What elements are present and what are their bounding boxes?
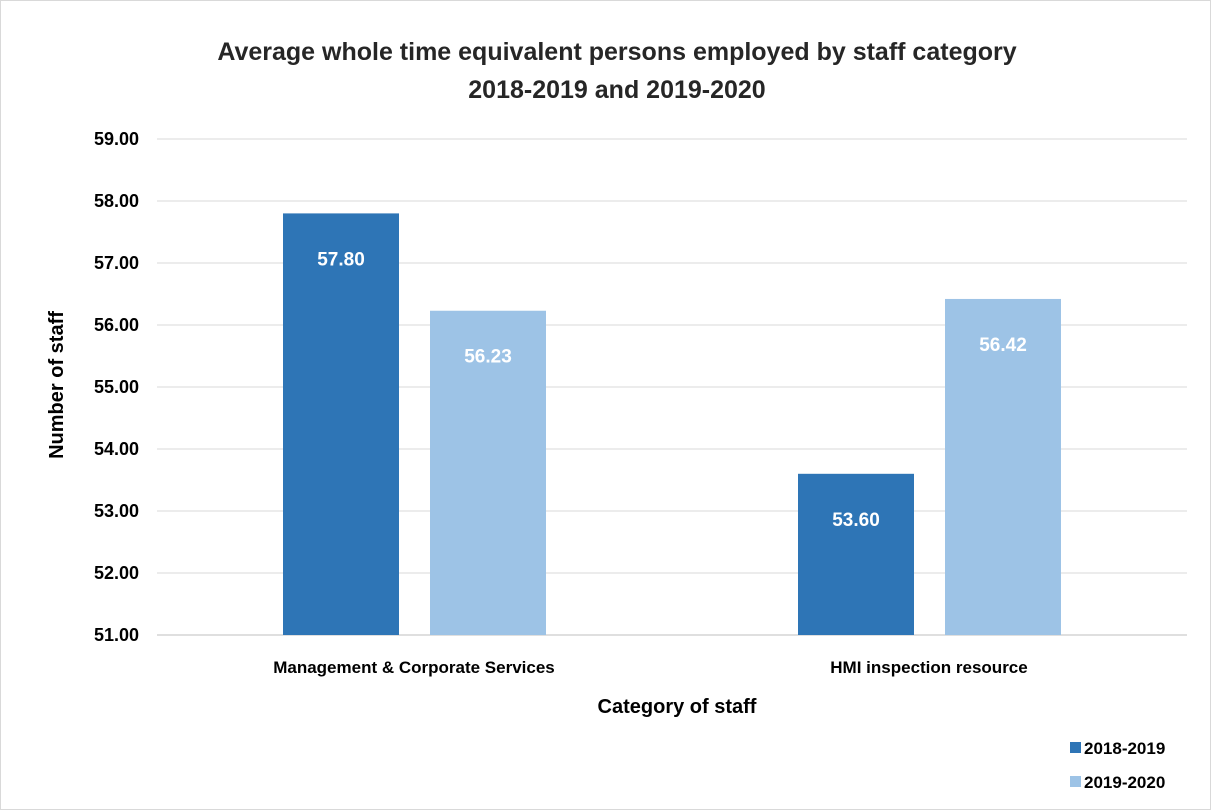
data-label-2019-2020-hmi: 56.42 [979, 335, 1027, 356]
bar-2018-2019-hmi [798, 473, 914, 635]
x-tick-label-management: Management & Corporate Services [273, 658, 555, 677]
y-axis-ticks: 51.00 52.00 53.00 54.00 55.00 56.00 57.00 58.00… [94, 129, 139, 645]
y-tick-label: 53.00 [94, 501, 139, 521]
y-tick-label: 54.00 [94, 439, 139, 459]
bar-2019-2020-hmi [945, 298, 1061, 635]
y-tick-label: 59.00 [94, 129, 139, 149]
chart-title-line-2: 2018-2019 and 2019-2020 [468, 76, 765, 104]
data-label-2018-2019-hmi: 53.60 [832, 510, 880, 531]
y-tick-label: 58.00 [94, 191, 139, 211]
legend-swatch-2019-2020 [1070, 776, 1081, 787]
y-tick-label: 56.00 [94, 315, 139, 335]
chart-title-line-1: Average whole time equivalent persons em… [217, 38, 1016, 66]
y-tick-label: 57.00 [94, 253, 139, 273]
data-labels: 57.80 53.60 56.23 56.42 [317, 249, 1027, 530]
bar-2018-2019-management [283, 213, 399, 635]
legend-label-2018-2019: 2018-2019 [1084, 739, 1165, 758]
data-label-2019-2020-management: 56.23 [464, 347, 512, 368]
x-tick-label-hmi: HMI inspection resource [830, 658, 1027, 677]
y-axis-title: Number of staff [46, 311, 68, 459]
legend: 2018-2019 2019-2020 [1070, 739, 1165, 792]
x-axis-title: Category of staff [598, 696, 757, 718]
legend-label-2019-2020: 2019-2020 [1084, 773, 1165, 792]
legend-swatch-2018-2019 [1070, 742, 1081, 753]
y-tick-label: 52.00 [94, 563, 139, 583]
bars [283, 213, 1061, 635]
data-label-2018-2019-management: 57.80 [317, 249, 365, 270]
bar-2019-2020-management [430, 310, 546, 635]
y-tick-label: 55.00 [94, 377, 139, 397]
y-tick-label: 51.00 [94, 625, 139, 645]
